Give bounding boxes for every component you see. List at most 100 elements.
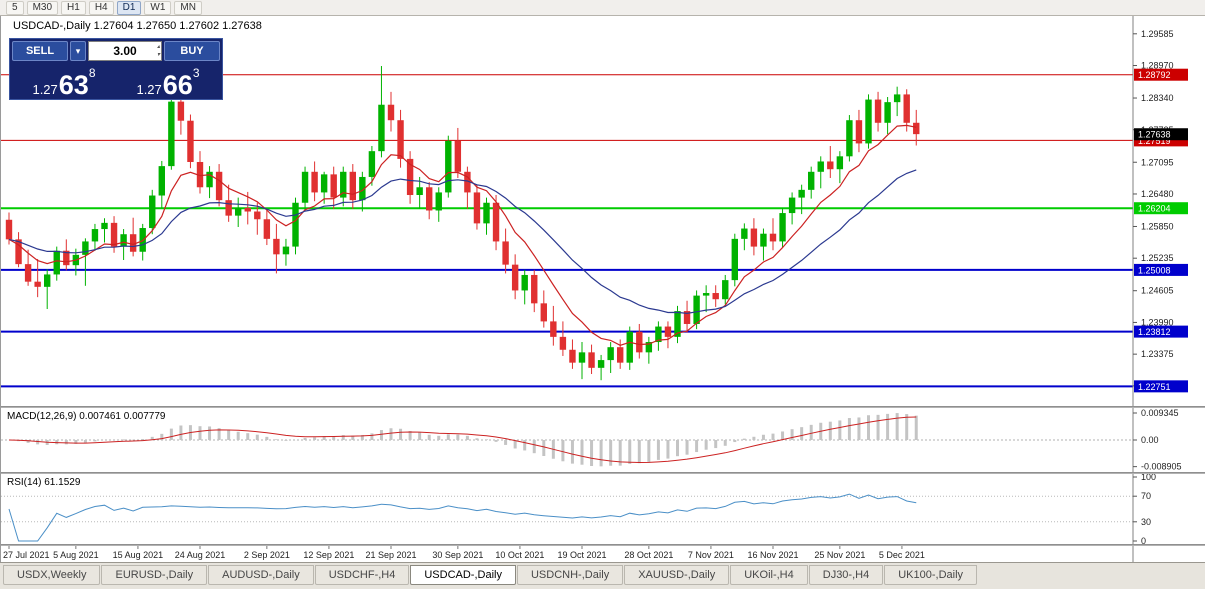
price-tag [1134, 380, 1188, 393]
candle [731, 238, 738, 281]
candle [206, 171, 213, 188]
price-tag-label: 1.27638 [1138, 130, 1171, 140]
candle [368, 151, 376, 177]
chart-tab-xauusd-daily[interactable]: XAUUSD-,Daily [624, 565, 730, 585]
chart-tab-usdcad-daily[interactable]: USDCAD-,Daily [410, 565, 516, 585]
candle [263, 219, 271, 239]
volume-input[interactable] [89, 43, 161, 59]
pane-separator[interactable] [1, 406, 1205, 408]
price-tick-label: 1.25850 [1141, 221, 1174, 231]
candle [110, 222, 118, 247]
candle [693, 295, 700, 324]
spinner-up-icon[interactable]: ▴ [156, 44, 160, 50]
timeframe-button-mn[interactable]: MN [174, 0, 202, 15]
chart-tab-usdcnh-daily[interactable]: USDCNH-,Daily [516, 565, 624, 585]
price-tick-label: 1.27095 [1141, 157, 1174, 167]
candle [779, 213, 786, 242]
candle [588, 352, 595, 368]
pane-separator[interactable] [1, 544, 1205, 546]
rsi-pane[interactable]: 100 70 30 0 [1, 474, 1205, 544]
candle [292, 202, 299, 247]
candle [846, 120, 853, 157]
candle [435, 192, 442, 211]
candle [550, 321, 557, 337]
volume-dropdown-button[interactable]: ▾ [70, 41, 86, 61]
candle [531, 274, 538, 304]
timeframe-button-d1[interactable]: D1 [116, 0, 142, 15]
candle [664, 326, 672, 337]
candle [235, 207, 242, 216]
candle [301, 171, 309, 203]
timeframe-button-m30[interactable]: M30 [26, 0, 59, 15]
chart-tab-usdchf-h4[interactable]: USDCHF-,H4 [314, 565, 410, 585]
chart-tab-usdx-weekly[interactable]: USDX,Weekly [3, 565, 101, 585]
candle [464, 171, 471, 193]
candle [903, 94, 910, 123]
chart-tab-audusd-daily[interactable]: AUDUSD-,Daily [208, 565, 314, 585]
main-price-chart[interactable]: 1.295851.289701.283401.277251.270951.264… [1, 16, 1205, 406]
buy-price-big: 66 [162, 70, 193, 100]
ma-slow-line [8, 169, 917, 315]
candle [196, 161, 204, 188]
candle [359, 176, 366, 201]
chart-tab-eurusd-daily[interactable]: EURUSD-,Daily [101, 565, 208, 585]
macd-tick-label: 0.00 [1141, 435, 1159, 445]
price-tick-label: 1.23990 [1141, 317, 1174, 327]
date-label: 7 Nov 2021 [688, 550, 734, 560]
candle [91, 229, 99, 242]
timeframe-button-h4[interactable]: H4 [88, 0, 114, 15]
candle [44, 274, 51, 287]
sell-button[interactable]: SELL [12, 41, 68, 61]
candle [330, 174, 337, 198]
candle [24, 264, 32, 282]
sell-price-display[interactable]: 1.27 63 8 [12, 63, 116, 99]
rsi-tick-label: 0 [1141, 536, 1146, 544]
candle [168, 101, 175, 167]
price-tick-label: 1.28340 [1141, 93, 1174, 103]
candle [158, 166, 165, 196]
candle [177, 101, 185, 121]
candle [34, 281, 41, 287]
date-axis[interactable]: 27 Jul 2021 5 Aug 2021 15 Aug 2021 24 Aug 2… [1, 546, 1205, 562]
candle [82, 241, 89, 255]
candle [378, 104, 385, 152]
buy-price-display[interactable]: 1.27 66 3 [116, 63, 220, 99]
spinner-down-icon[interactable]: ▾ [156, 52, 160, 58]
pane-separator[interactable] [1, 472, 1205, 474]
rsi-tick-label: 70 [1141, 491, 1151, 501]
date-label: 19 Oct 2021 [557, 550, 606, 560]
candle [836, 156, 844, 170]
timeframe-button-h1[interactable]: H1 [61, 0, 86, 15]
macd-pane[interactable]: 0.009345 0.00 -0.008905 [1, 408, 1205, 472]
date-label: 16 Nov 2021 [747, 550, 798, 560]
buy-button[interactable]: BUY [164, 41, 220, 61]
candle [750, 228, 758, 247]
chart-tab-uk100-daily[interactable]: UK100-,Daily [884, 565, 978, 585]
chart-tab-dj30-h4[interactable]: DJ30-,H4 [808, 565, 884, 585]
candle [884, 102, 891, 123]
chart-window: 1.295851.289701.283401.277251.270951.264… [0, 16, 1205, 562]
timeframe-button-5[interactable]: 5 [6, 0, 24, 15]
volume-spinner[interactable]: ▴ ▾ [157, 43, 160, 59]
candle [101, 222, 108, 230]
candle [617, 347, 624, 363]
rsi-tick-label: 30 [1141, 517, 1151, 527]
candle [397, 120, 404, 159]
price-tag-label: 1.28792 [1138, 70, 1171, 80]
timeframe-button-w1[interactable]: W1 [144, 0, 172, 15]
candle [502, 241, 509, 265]
macd-indicator-label: MACD(12,26,9) 0.007461 0.007779 [7, 411, 166, 422]
candle [540, 303, 547, 322]
candle [320, 174, 328, 193]
candle [406, 158, 414, 196]
candle [5, 219, 13, 240]
candle [798, 189, 805, 198]
candle [149, 195, 156, 229]
candle [311, 171, 318, 193]
candle [349, 171, 356, 201]
buy-price-sup: 3 [192, 66, 200, 80]
chart-tab-ukoil-h4[interactable]: UKOil-,H4 [730, 565, 808, 585]
candle [15, 239, 22, 265]
volume-field[interactable]: ▴▾ [88, 41, 162, 61]
candle [893, 94, 901, 103]
